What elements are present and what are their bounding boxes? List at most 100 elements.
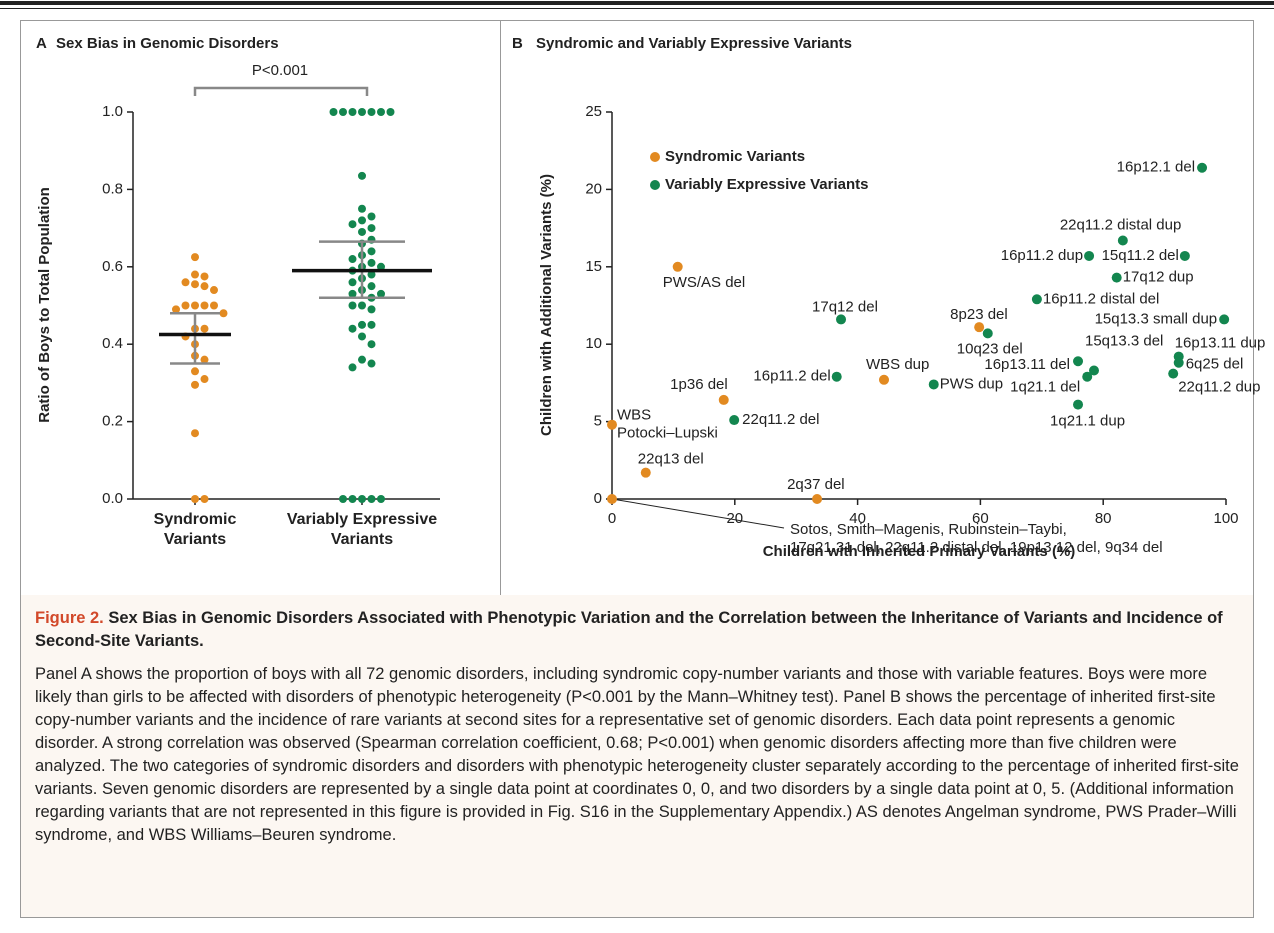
dot xyxy=(367,108,376,116)
point xyxy=(607,419,617,430)
legend-label: Syndromic Variants xyxy=(665,148,805,165)
dot xyxy=(377,495,385,503)
panel-letter: B xyxy=(512,35,523,52)
dot xyxy=(191,301,199,310)
dot xyxy=(367,305,376,314)
point-label: 1q21.1 dup xyxy=(1050,413,1125,430)
dot xyxy=(191,367,199,376)
point xyxy=(831,371,842,382)
dot xyxy=(367,258,376,267)
caption-title: Figure 2. Sex Bias in Genomic Disorders … xyxy=(35,607,1239,653)
y-tick-label: 0.4 xyxy=(102,335,123,352)
dot xyxy=(191,429,199,438)
dot xyxy=(339,495,347,503)
point xyxy=(879,374,890,385)
y-axis-label: Children with Additional Variants (%) xyxy=(538,174,555,436)
point xyxy=(1168,368,1179,379)
dot xyxy=(358,332,366,341)
point xyxy=(836,314,847,325)
dot xyxy=(358,355,366,364)
point xyxy=(974,322,985,333)
dot xyxy=(367,340,376,349)
dot xyxy=(219,309,228,318)
point xyxy=(1173,357,1184,368)
point-label: 1p36 del xyxy=(670,376,728,393)
caption-label: Figure 2. xyxy=(35,609,104,627)
point xyxy=(928,379,939,390)
point-label: 16p12.1 del xyxy=(1117,159,1195,176)
dot xyxy=(358,204,366,213)
x-tick-label: 60 xyxy=(972,510,989,527)
dot xyxy=(210,286,218,295)
dot xyxy=(172,305,180,314)
dot xyxy=(191,270,199,279)
legend-marker xyxy=(650,180,660,190)
point-label: 6q25 del xyxy=(1186,356,1244,373)
dot xyxy=(348,255,357,264)
dot xyxy=(367,320,376,329)
y-tick-label: 1.0 xyxy=(102,103,123,120)
x-tick-label: 0 xyxy=(608,510,616,527)
dot xyxy=(348,108,357,116)
y-tick-label: 0.2 xyxy=(102,413,123,430)
dot xyxy=(367,247,376,256)
charts: A Sex Bias in Genomic Disorders B Syndro… xyxy=(0,1,1274,596)
point-label: Sotos, Smith–Magenis, Rubinstein–Taybi, xyxy=(790,521,1067,538)
point xyxy=(1088,365,1099,376)
panel-letter: A xyxy=(36,35,47,52)
top-rule xyxy=(0,8,1274,9)
dot xyxy=(348,289,357,298)
point xyxy=(982,328,993,339)
y-tick-label: 0.0 xyxy=(102,490,123,507)
x-tick-label: 20 xyxy=(726,510,743,527)
y-tick-label: 10 xyxy=(585,335,602,352)
panel-title: Syndromic and Variably Expressive Varian… xyxy=(536,35,852,52)
dot xyxy=(348,301,357,310)
dot xyxy=(200,272,209,281)
y-tick-label: 0 xyxy=(594,490,602,507)
dot xyxy=(348,278,357,287)
legend-marker xyxy=(650,152,660,162)
panel-title: Sex Bias in Genomic Disorders xyxy=(56,35,279,52)
top-rule xyxy=(0,1,1274,5)
dot xyxy=(200,355,209,364)
point xyxy=(607,494,617,504)
point-label: 17q21.31 del, 22q11.2 distal del, 19p13.… xyxy=(790,539,1163,556)
point xyxy=(1219,314,1230,325)
y-tick-label: 15 xyxy=(585,258,602,275)
x-tick-label: Variably Expressive Variants xyxy=(286,511,438,548)
point xyxy=(640,467,651,478)
dot xyxy=(339,108,347,116)
dot xyxy=(191,380,199,389)
dot xyxy=(377,289,385,298)
x-tick-label: Syndromic Variants xyxy=(153,511,237,548)
dot xyxy=(358,171,366,180)
dot xyxy=(377,108,385,116)
leader-line xyxy=(611,498,785,529)
dot xyxy=(367,495,376,503)
point-label: 1q21.1 del xyxy=(1010,379,1080,396)
point-label: PWS dup xyxy=(940,375,1003,392)
point-label: 16p11.2 dup xyxy=(1001,247,1083,264)
point-label: 22q11.2 del xyxy=(742,411,819,428)
y-tick-label: 25 xyxy=(585,103,602,120)
dot xyxy=(386,108,395,116)
dot xyxy=(367,359,376,368)
dot xyxy=(181,278,190,287)
point-label: 15q11.2 del xyxy=(1102,247,1179,264)
point-label: WBS dup xyxy=(866,356,929,373)
point-label: 8p23 del xyxy=(950,306,1008,323)
caption: Figure 2. Sex Bias in Genomic Disorders … xyxy=(20,595,1254,918)
point xyxy=(1197,162,1208,173)
dot xyxy=(348,324,357,333)
caption-heading: Sex Bias in Genomic Disorders Associated… xyxy=(35,609,1223,650)
point xyxy=(812,494,823,504)
y-tick-label: 20 xyxy=(585,180,602,197)
dot xyxy=(200,282,209,291)
legend-label: Variably Expressive Variants xyxy=(665,176,868,193)
point-label: 10q23 del xyxy=(957,340,1023,357)
point-label: 2q37 del xyxy=(787,476,845,493)
point-label: 16p11.2 del xyxy=(753,368,830,385)
dot xyxy=(367,270,376,279)
